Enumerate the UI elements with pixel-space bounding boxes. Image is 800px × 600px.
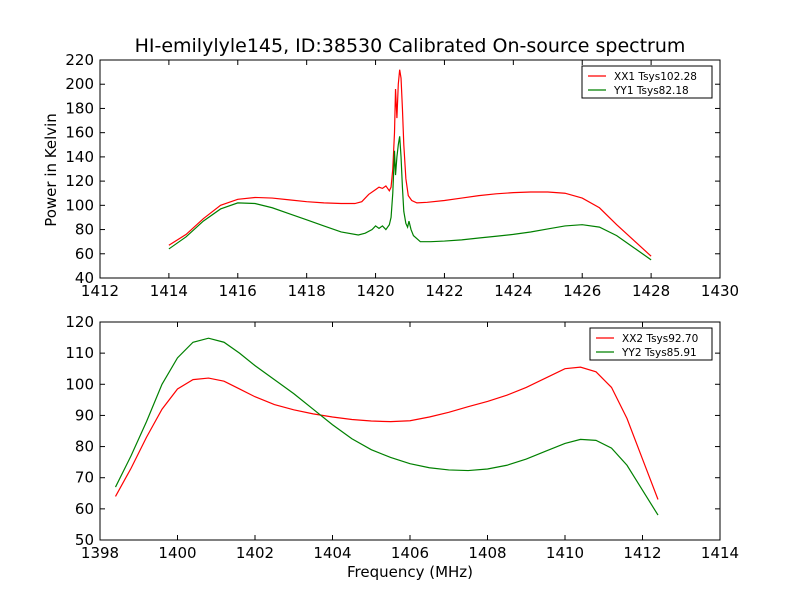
bottom-y-tick-label: 100 bbox=[65, 375, 94, 393]
top-x-tick-label: 1414 bbox=[150, 282, 188, 300]
top-plot: 1412 1414 1416 1418 1420 1422 1424 1426 1428 1430… bbox=[65, 51, 739, 300]
top-x-tick-label: 1424 bbox=[494, 282, 532, 300]
top-x-tick-label: 1418 bbox=[288, 282, 326, 300]
bottom-series-line-2 bbox=[114, 337, 659, 516]
top-y-tick-label: 180 bbox=[65, 99, 94, 117]
bottom-legend bbox=[589, 327, 713, 361]
top-y-tick-label: 60 bbox=[75, 245, 94, 263]
top-y-tick-label: 140 bbox=[65, 148, 94, 166]
bottom-y-tick-label: 80 bbox=[75, 438, 94, 456]
top-x-tick-label: 1412 bbox=[81, 282, 119, 300]
top-legend bbox=[581, 65, 713, 99]
top-y-tick-label: 80 bbox=[75, 221, 94, 239]
bottom-x-tick-label: 1408 bbox=[468, 544, 506, 562]
bottom-x-tick-label: 1404 bbox=[313, 544, 351, 562]
top-series-line-2 bbox=[168, 136, 652, 261]
bottom-y-tick-label: 60 bbox=[75, 500, 94, 518]
top-y-tick-label: 220 bbox=[65, 51, 94, 69]
top-y-axis-label: Power in Kelvin bbox=[42, 113, 60, 227]
bottom-y-tick-label: 70 bbox=[75, 469, 94, 487]
figure-title: HI-emilylyle145, ID:38530 Calibrated On-… bbox=[135, 35, 686, 57]
bottom-series-line-1 bbox=[114, 366, 659, 500]
top-y-tick-label: 160 bbox=[65, 124, 94, 142]
bottom-x-tick-label: 1398 bbox=[81, 544, 119, 562]
bottom-y-tick-label: 90 bbox=[75, 406, 94, 424]
top-x-tick-label: 1420 bbox=[356, 282, 394, 300]
top-series-line-1 bbox=[168, 69, 652, 257]
bottom-y-tick-label: 110 bbox=[65, 344, 94, 362]
top-x-tick-label: 1422 bbox=[425, 282, 463, 300]
bottom-legend-label-1: XX2 Tsys92.70 bbox=[622, 333, 698, 345]
bottom-x-axis-label: Frequency (MHz) bbox=[347, 563, 473, 581]
top-x-tick-label: 1428 bbox=[632, 282, 670, 300]
top-x-tick-label: 1426 bbox=[563, 282, 601, 300]
top-legend-label-1: XX1 Tsys102.28 bbox=[614, 71, 697, 83]
bottom-y-tick-label: 50 bbox=[75, 531, 94, 549]
bottom-x-tick-label: 1410 bbox=[546, 544, 584, 562]
top-x-tick-label: 1430 bbox=[701, 282, 739, 300]
top-y-tick-label: 200 bbox=[65, 75, 94, 93]
bottom-x-tick-label: 1402 bbox=[236, 544, 274, 562]
top-axes-frame bbox=[99, 59, 721, 279]
bottom-x-tick-label: 1406 bbox=[391, 544, 429, 562]
top-legend-label-2: YY1 Tsys82.18 bbox=[613, 85, 689, 97]
bottom-x-tick-label: 1412 bbox=[623, 544, 661, 562]
bottom-x-tick-label: 1414 bbox=[701, 544, 739, 562]
top-y-tick-label: 40 bbox=[75, 269, 94, 287]
bottom-y-tick-label: 120 bbox=[65, 313, 94, 331]
top-y-tick-label: 120 bbox=[65, 172, 94, 190]
bottom-x-tick-label: 1400 bbox=[158, 544, 196, 562]
top-y-tick-label: 100 bbox=[65, 196, 94, 214]
bottom-plot: 1398 1400 1402 1404 1406 1408 1410 1412 1414 50 60… bbox=[65, 313, 739, 562]
top-x-tick-label: 1416 bbox=[219, 282, 257, 300]
bottom-legend-label-2: YY2 Tsys85.91 bbox=[621, 347, 697, 359]
